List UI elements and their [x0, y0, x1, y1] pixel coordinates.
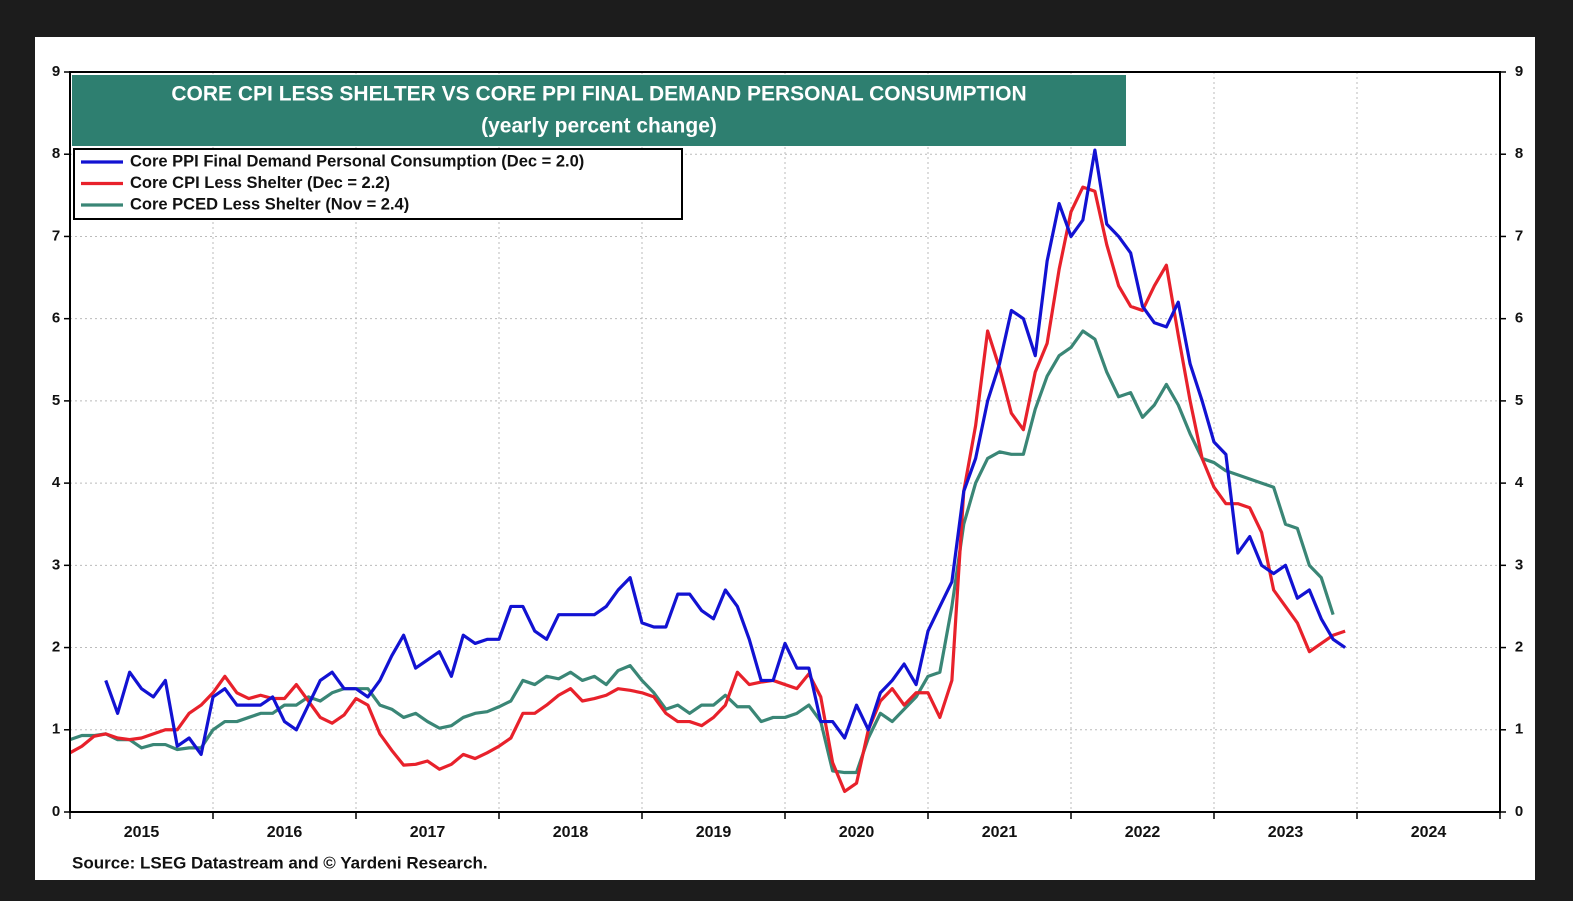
y-tick-label: 9	[52, 63, 60, 80]
y2-tick-label: 3	[1515, 556, 1523, 573]
legend-label: Core PPI Final Demand Personal Consumpti…	[130, 152, 584, 170]
y2-tick-label: 9	[1515, 63, 1523, 80]
legend-box	[73, 148, 683, 220]
x-tick-label: 2023	[1268, 824, 1304, 841]
y2-tick-label: 2	[1515, 639, 1523, 656]
y-tick-label: 0	[52, 803, 60, 820]
title-box	[72, 75, 1126, 146]
x-tick-label: 2020	[839, 824, 875, 841]
y-tick-label: 4	[52, 474, 61, 491]
x-tick-label: 2022	[1125, 824, 1161, 841]
x-tick-label: 2019	[696, 824, 732, 841]
chart-title: CORE CPI LESS SHELTER VS CORE PPI FINAL …	[171, 83, 1026, 106]
y-tick-label: 5	[52, 392, 60, 409]
y-tick-label: 2	[52, 639, 60, 656]
legend-label: Core PCED Less Shelter (Nov = 2.4)	[130, 195, 409, 213]
y2-tick-label: 6	[1515, 310, 1523, 327]
y-tick-label: 8	[52, 145, 60, 162]
lines	[69, 148, 1347, 794]
plot-frame	[69, 71, 1501, 813]
y2-tick-label: 0	[1515, 803, 1523, 820]
x-tick-label: 2018	[553, 824, 589, 841]
y2-tick-label: 7	[1515, 227, 1523, 244]
legend-label: Core CPI Less Shelter (Dec = 2.2)	[130, 174, 390, 192]
legend: Core PPI Final Demand Personal Consumpti…	[81, 152, 584, 213]
y2-tick-label: 5	[1515, 392, 1523, 409]
source-note: Source: LSEG Datastream and © Yardeni Re…	[72, 853, 488, 872]
y-tick-label: 3	[52, 556, 60, 573]
y-tick-label: 7	[52, 227, 60, 244]
y-tick-label: 6	[52, 310, 60, 327]
x-tick-label: 2017	[410, 824, 446, 841]
x-tick-label: 2024	[1411, 824, 1447, 841]
y2-tick-label: 4	[1515, 474, 1524, 491]
x-tick-label: 2015	[124, 824, 160, 841]
y2-tick-label: 1	[1515, 721, 1523, 738]
series-line	[69, 185, 1346, 794]
y-tick-label: 1	[52, 721, 60, 738]
chart-subtitle: (yearly percent change)	[481, 115, 717, 138]
y2-tick-label: 8	[1515, 145, 1523, 162]
x-tick-label: 2016	[267, 824, 303, 841]
series-line	[104, 148, 1347, 757]
series-line	[69, 329, 1335, 775]
x-tick-label: 2021	[982, 824, 1018, 841]
